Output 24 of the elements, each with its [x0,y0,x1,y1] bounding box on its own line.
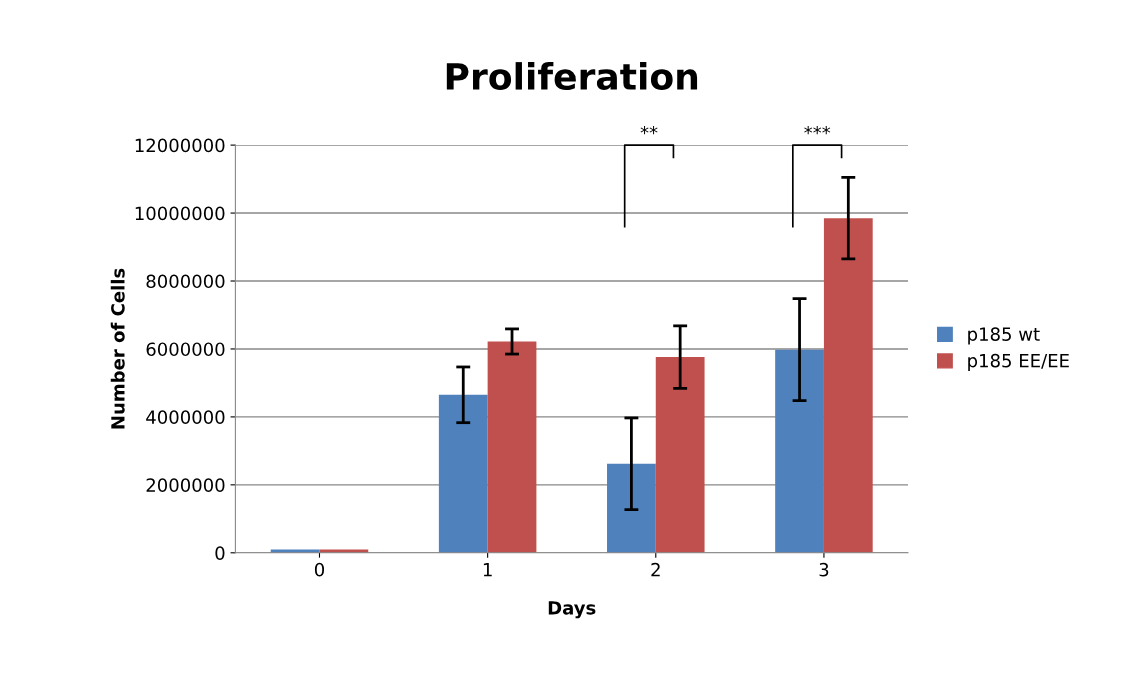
x-tick-label: 2 [651,562,660,577]
bar [487,341,537,553]
y-tick-label: 0 [215,546,225,560]
text: ** [640,125,658,135]
x-tick-label: 0 [314,562,325,577]
y-tick-label: 10000000 [135,206,225,221]
bar [823,218,873,553]
y-tick-label: 8000000 [146,274,225,289]
bar [655,357,705,553]
y-tick-label: 4000000 [146,410,225,425]
x-axis-title: Days [548,601,596,619]
x-tick-label: 1 [483,563,492,577]
legend-label: p185 wt [968,327,1040,345]
x-tick-label: 3 [819,562,829,577]
y-axis-title: Number of Cells [110,268,125,429]
legend-label: p185 EE/EE [968,353,1069,371]
y-tick-label: 12000000 [135,138,225,153]
y-tick-label: 2000000 [146,478,225,492]
chart-title: Proliferation [446,62,698,91]
text: *** [804,125,831,135]
bar [607,463,656,553]
bar [775,349,824,553]
bar [438,394,488,553]
y-tick-label: 6000000 [146,342,225,357]
